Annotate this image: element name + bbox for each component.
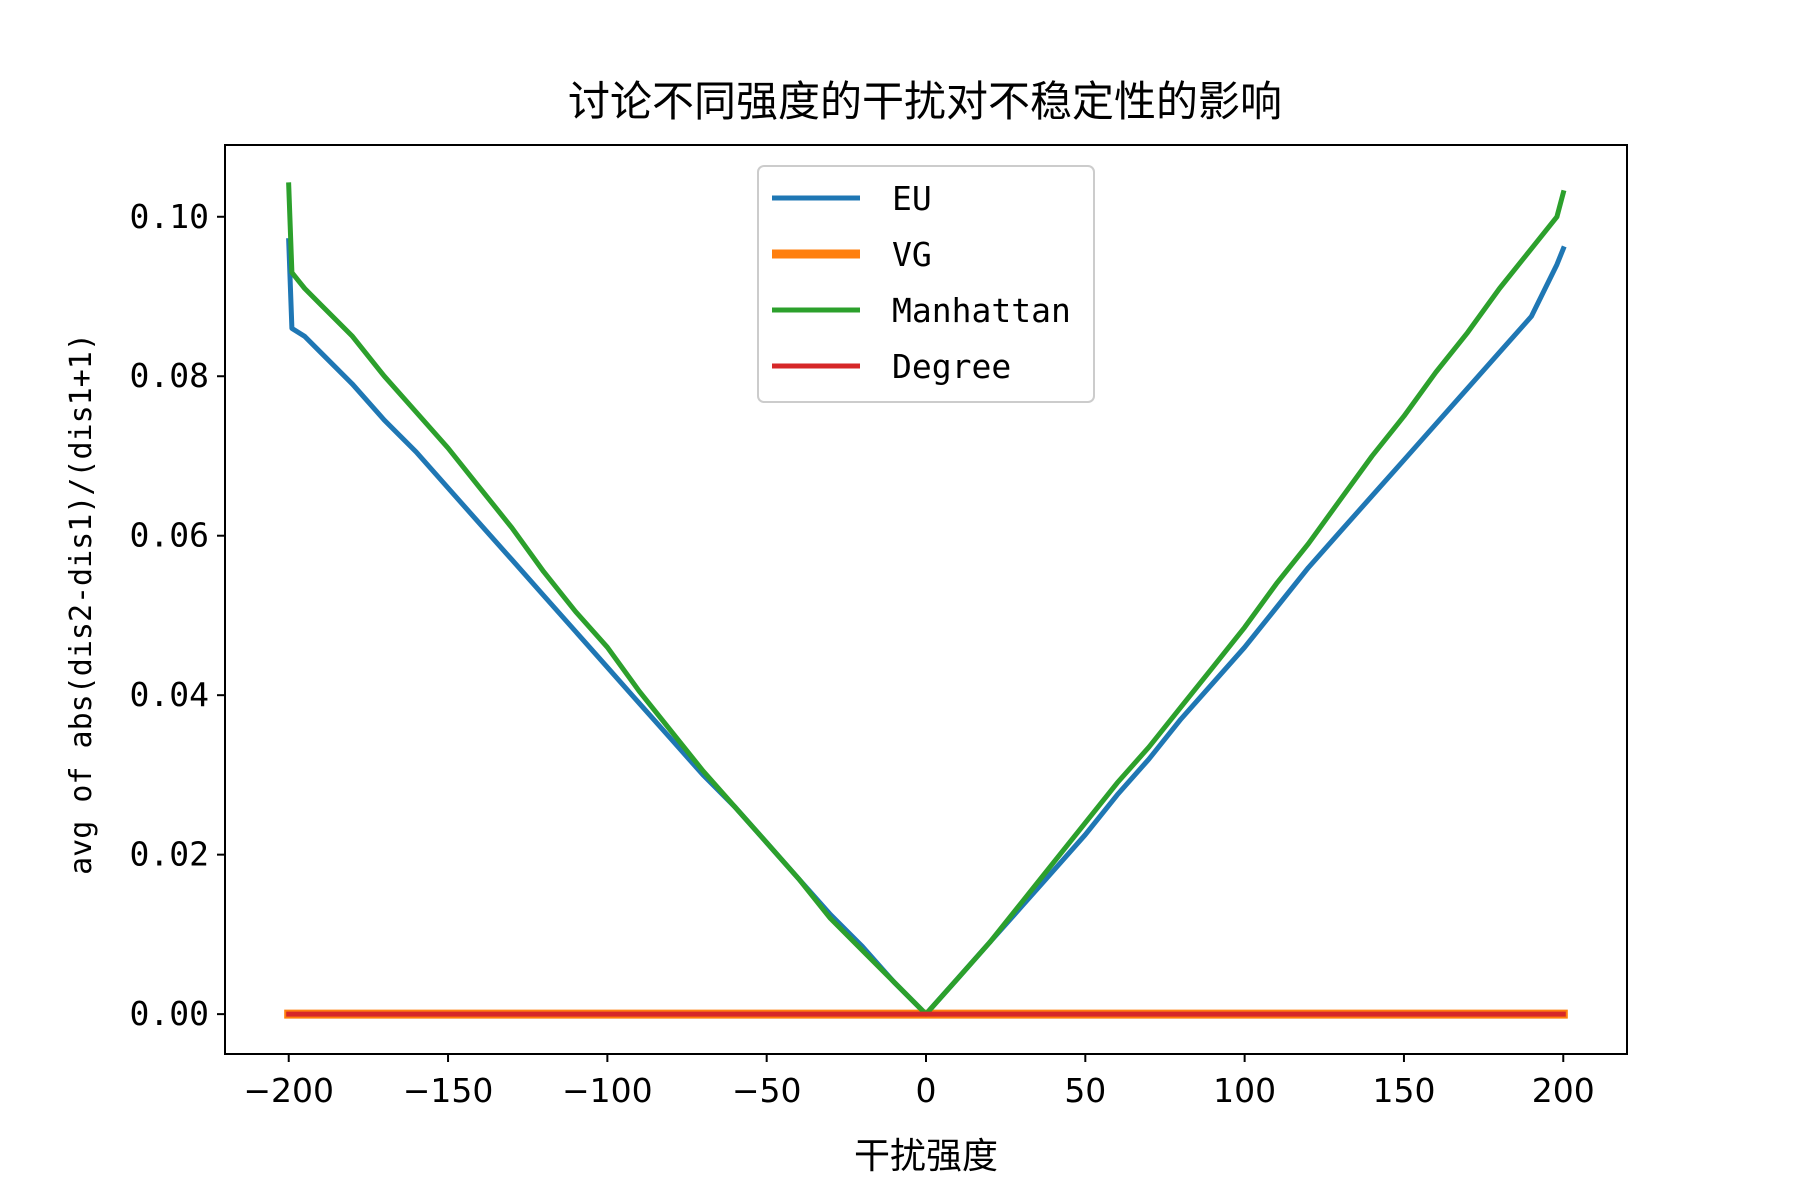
x-tick-label: −150 <box>403 1071 494 1110</box>
series-line-manhattan <box>286 182 1567 1017</box>
legend-box <box>757 165 1095 403</box>
y-tick-label: 0.06 <box>130 516 209 555</box>
legend-label-vg: VG <box>892 235 932 274</box>
legend: EU VG Manhattan Degree <box>757 165 1095 403</box>
x-axis: −200 −150 −100 −50 0 50 100 150 200 <box>243 1054 1595 1110</box>
x-tick-label: −200 <box>243 1071 334 1110</box>
x-tick-label: 150 <box>1372 1071 1435 1110</box>
x-tick-label: 200 <box>1532 1071 1595 1110</box>
y-axis-label: avg of abs(dis2-dis1)/(dis1+1) <box>64 333 99 875</box>
x-tick-label: −50 <box>732 1071 802 1110</box>
legend-label-degree: Degree <box>892 347 1011 386</box>
series-group <box>284 182 1568 1019</box>
x-tick-label: 50 <box>1064 1071 1106 1110</box>
y-tick-label: 0.08 <box>130 356 209 395</box>
chart-title: 讨论不同强度的干扰对不稳定性的影响 <box>568 77 1282 126</box>
x-axis-label: 干扰强度 <box>854 1136 998 1177</box>
y-axis: 0.00 0.02 0.04 0.06 0.08 0.10 <box>130 197 225 1033</box>
y-tick-label: 0.00 <box>130 994 209 1033</box>
y-tick-label: 0.10 <box>130 197 209 236</box>
y-tick-label: 0.04 <box>130 675 209 714</box>
x-tick-label: 100 <box>1213 1071 1276 1110</box>
x-tick-label: −100 <box>562 1071 653 1110</box>
legend-label-manhattan: Manhattan <box>892 291 1071 330</box>
y-tick-label: 0.02 <box>130 835 209 874</box>
legend-label-eu: EU <box>892 179 932 218</box>
x-tick-label: 0 <box>916 1071 937 1110</box>
